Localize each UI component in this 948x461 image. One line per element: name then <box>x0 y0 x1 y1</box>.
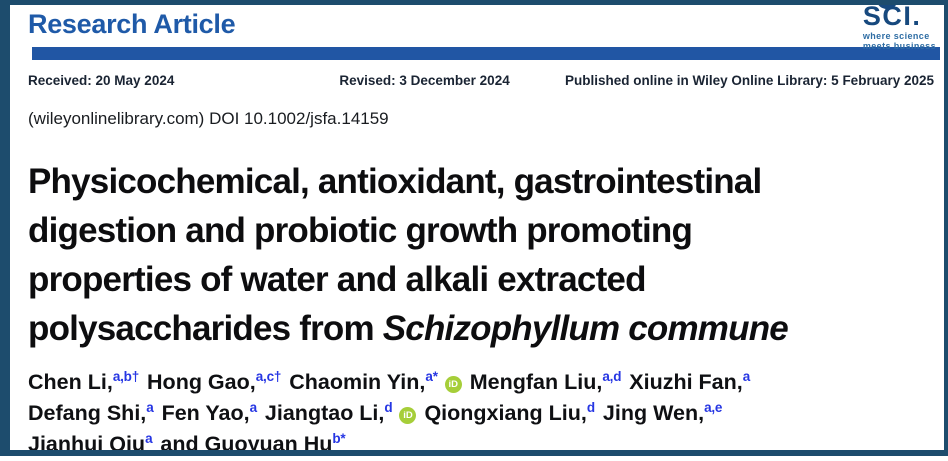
sci-tagline-line1: where science <box>862 31 930 41</box>
author-affiliation-superscript: a,b† <box>112 368 140 384</box>
title-line4: polysaccharides from <box>28 309 383 348</box>
author-affiliation-superscript: d <box>586 399 595 415</box>
sci-logo-tagline: where science meets business <box>863 31 936 51</box>
author-name: Fen Yao,a <box>161 399 258 425</box>
title-line3: properties of water and alkali extracted <box>28 260 646 299</box>
author-name: Jiangtao Li,diD <box>265 401 417 425</box>
author-name: Hong Gao,a,c† <box>147 368 282 394</box>
author-affiliation-superscript: a <box>145 430 153 446</box>
article-title: Physicochemical, antioxidant, gastrointe… <box>28 157 944 353</box>
author-name: Jing Wen,a,e <box>602 399 723 425</box>
received-date: Received: 20 May 2024 <box>28 73 175 88</box>
published-date: Published online in Wiley Online Library… <box>565 73 934 88</box>
header-rule <box>32 47 940 60</box>
author-affiliation-superscript: b* <box>332 430 346 446</box>
section-label: Research Article <box>28 9 236 39</box>
author-name: Defang Shi,a <box>28 399 154 425</box>
author-affiliation-superscript: a <box>249 399 258 415</box>
orcid-icon[interactable]: iD <box>399 407 417 424</box>
author-line: Jianhui Qiua and Guoyuan Hub* <box>28 429 944 456</box>
author-affiliation-superscript: a* <box>425 368 438 384</box>
author-name: and Guoyuan Hub* <box>160 430 346 456</box>
sci-logo: SCI. where science meets business <box>862 1 936 51</box>
author-affiliation-superscript: a,c† <box>255 368 282 384</box>
author-affiliation-superscript: a,d <box>602 368 622 384</box>
author-name: Mengfan Liu,a,d <box>469 368 622 394</box>
author-name: Chen Li,a,b† <box>28 368 140 394</box>
title-line1: Physicochemical, antioxidant, gastrointe… <box>28 162 762 201</box>
author-line: Chen Li,a,b† Hong Gao,a,c† Chaomin Yin,a*i… <box>28 367 944 398</box>
author-name: Jianhui Qiua <box>28 430 153 456</box>
sci-tagline-line2: meets business <box>862 41 936 51</box>
author-name: Qiongxiang Liu,d <box>424 399 595 425</box>
sci-logo-text: SCI. <box>862 1 922 31</box>
dates-row: Received: 20 May 2024 Revised: 3 Decembe… <box>28 73 944 88</box>
author-affiliation-superscript: d <box>384 399 393 415</box>
revised-date: Revised: 3 December 2024 <box>339 73 510 88</box>
author-affiliation-superscript: a,e <box>704 399 723 415</box>
orcid-icon[interactable]: iD <box>444 376 462 393</box>
author-affiliation-superscript: a <box>742 368 751 384</box>
author-list: Chen Li,a,b† Hong Gao,a,c† Chaomin Yin,a*i… <box>28 367 944 456</box>
author-affiliation-superscript: a <box>146 399 154 415</box>
page-content: Research Article SCI. where science meet… <box>10 5 944 450</box>
author-name: Xiuzhi Fan,a <box>629 368 751 394</box>
author-line: Defang Shi,a Fen Yao,a Jiangtao Li,diD Qion… <box>28 398 944 429</box>
title-line2: digestion and probiotic growth promoting <box>28 211 693 250</box>
doi-line: (wileyonlinelibrary.com) DOI 10.1002/jsf… <box>28 109 389 128</box>
author-name: Chaomin Yin,a*iD <box>289 370 462 394</box>
header-row: Research Article SCI. where science meet… <box>28 5 944 51</box>
title-species-italic: Schizophyllum commune <box>382 309 789 348</box>
